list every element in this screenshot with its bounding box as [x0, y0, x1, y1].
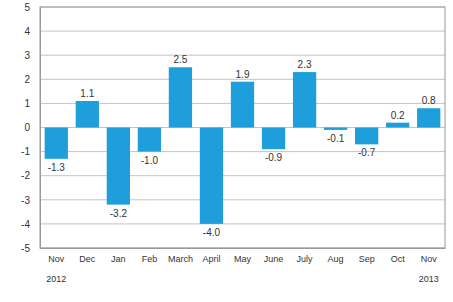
y-tick-label: 0 — [24, 122, 30, 133]
data-label: 1.1 — [80, 88, 94, 99]
bar — [200, 128, 223, 224]
data-label: 0.8 — [422, 95, 436, 106]
data-labels: -1.3 1.1 -3.2 -1.0 2.5 -4.0 1.9 -0.9 2.3 -0.1 -0.7… — [48, 54, 436, 238]
bar — [107, 128, 130, 205]
data-label: -0.7 — [358, 147, 376, 158]
y-tick: -1 — [21, 146, 40, 157]
y-tick-label: -5 — [21, 243, 30, 254]
data-label: -0.1 — [327, 133, 345, 144]
x-tick: March — [168, 248, 193, 264]
data-label: 2.5 — [173, 54, 187, 65]
year-label: 2012 — [46, 274, 66, 284]
x-tick-label: Dec — [79, 254, 96, 264]
x-tick: April — [202, 248, 220, 264]
data-label: -3.2 — [110, 208, 128, 219]
x-axis-line — [41, 248, 446, 249]
data-label: -1.0 — [141, 155, 159, 166]
bar — [138, 128, 161, 152]
plot: -5 -4 -3 -2 -1 0 1 2 3 4 5 Nov Dec Jan Feb March April Ma… — [21, 2, 445, 284]
y-tick: -2 — [21, 170, 40, 181]
grid-line — [40, 55, 445, 56]
chart: -5 -4 -3 -2 -1 0 1 2 3 4 5 Nov Dec Jan Feb March April Ma… — [0, 0, 453, 302]
x-tick: Nov — [48, 248, 65, 264]
bar — [169, 67, 192, 127]
bar — [355, 128, 378, 145]
y-tick: 5 — [24, 2, 40, 13]
x-tick: Jan — [111, 248, 126, 264]
x-tick-label: June — [264, 254, 284, 264]
x-tick: Nov — [421, 248, 438, 264]
grid-line — [40, 151, 445, 152]
y-tick-label: -4 — [21, 219, 30, 230]
grid-line — [40, 175, 445, 176]
y-tick-label: -3 — [21, 195, 30, 206]
plot-frame — [40, 7, 445, 248]
y-tick: 1 — [24, 98, 40, 109]
data-label: -0.9 — [265, 152, 283, 163]
x-tick: Oct — [391, 248, 406, 264]
x-tick-label: Oct — [391, 254, 406, 264]
data-label: 0.2 — [391, 110, 405, 121]
x-tick: Aug — [328, 248, 344, 264]
grid-line — [40, 31, 445, 32]
bar — [45, 128, 68, 159]
grid-line — [40, 199, 445, 200]
y-tick-label: 1 — [24, 98, 30, 109]
x-tick: Sep — [359, 248, 375, 264]
y-tick-label: 2 — [24, 74, 30, 85]
y-tick: 0 — [24, 122, 40, 133]
x-tick: Dec — [79, 248, 96, 264]
y-axis-line — [40, 8, 41, 249]
x-tick: June — [264, 248, 284, 264]
x-tick: Feb — [142, 248, 158, 264]
data-label: -4.0 — [203, 227, 221, 238]
bar — [262, 128, 285, 150]
bar — [293, 72, 316, 127]
bar — [417, 108, 440, 127]
x-tick-label: May — [234, 254, 252, 264]
y-axis: -5 -4 -3 -2 -1 0 1 2 3 4 5 — [21, 2, 40, 254]
y-tick: 2 — [24, 74, 40, 85]
x-tick-label: Aug — [328, 254, 344, 264]
x-tick-label: Feb — [142, 254, 158, 264]
x-tick-label: April — [202, 254, 220, 264]
x-tick-label: July — [297, 254, 314, 264]
x-axis: Nov Dec Jan Feb March April May June July Aug Sep O… — [41, 248, 446, 264]
y-tick-label: -1 — [21, 146, 30, 157]
data-label: 2.3 — [298, 59, 312, 70]
y-tick-label: 4 — [24, 26, 30, 37]
y-tick: 4 — [24, 26, 40, 37]
x-tick-label: Jan — [111, 254, 126, 264]
grid-line — [40, 223, 445, 224]
data-label: -1.3 — [48, 162, 66, 173]
x-tick-label: Nov — [48, 254, 65, 264]
bars — [45, 67, 441, 224]
year-label: 2013 — [419, 274, 439, 284]
x-tick-label: March — [168, 254, 193, 264]
y-tick-label: -2 — [21, 170, 30, 181]
y-tick-label: 5 — [24, 2, 30, 13]
x-tick-label: Nov — [421, 254, 438, 264]
data-label: 1.9 — [236, 69, 250, 80]
bar — [231, 82, 254, 128]
x-tick: May — [234, 248, 252, 264]
bar — [324, 128, 347, 130]
x-tick: July — [297, 248, 314, 264]
grid — [40, 7, 445, 248]
y-tick: 3 — [24, 50, 40, 61]
y-tick: -3 — [21, 195, 40, 206]
y-tick-label: 3 — [24, 50, 30, 61]
bar — [386, 123, 409, 128]
x-tick-label: Sep — [359, 254, 375, 264]
y-tick: -5 — [21, 243, 40, 254]
y-tick: -4 — [21, 219, 40, 230]
bar — [76, 101, 99, 128]
